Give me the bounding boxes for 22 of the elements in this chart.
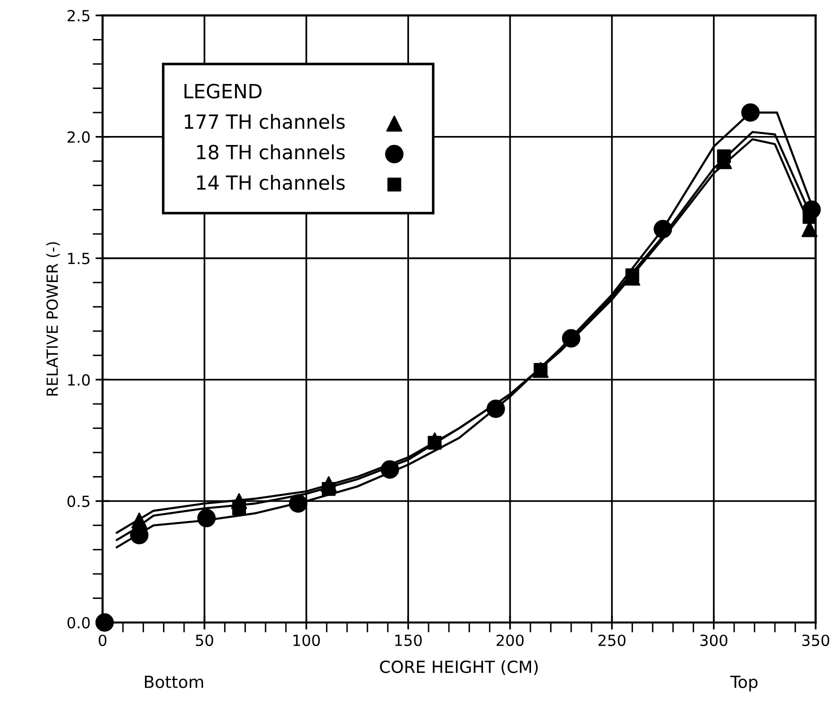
x-tick-label: 200 bbox=[496, 634, 524, 646]
legend-label: 177 TH channels bbox=[184, 114, 345, 129]
x-tick-label: 150 bbox=[395, 634, 422, 646]
x-tick-label: 100 bbox=[293, 634, 320, 646]
text: Bottom bbox=[144, 676, 204, 688]
x-tick-label: 300 bbox=[700, 634, 728, 646]
y-tick-label: 2.5 bbox=[68, 10, 90, 22]
x-tick-label: 350 bbox=[802, 634, 830, 646]
legend-label: 18 TH channels bbox=[197, 144, 345, 160]
text: Top bbox=[730, 676, 758, 692]
y-tick-label: 0.5 bbox=[67, 496, 90, 508]
y-tick-label: 2.0 bbox=[68, 131, 90, 143]
x-tick-label: 50 bbox=[196, 634, 214, 646]
x-axis-title: CORE HEIGHT (CM) bbox=[380, 660, 538, 676]
y-tick-label: 0.0 bbox=[67, 616, 90, 629]
legend-title: LEGEND bbox=[184, 84, 262, 98]
legend-label: 14 TH channels bbox=[197, 174, 345, 190]
y-tick-label: 1.5 bbox=[68, 252, 90, 264]
y-tick-label: 1.0 bbox=[68, 374, 90, 386]
x-tick-label: 0 bbox=[98, 634, 106, 646]
y-axis-title: RELATIVE POWER (-) bbox=[46, 242, 60, 396]
x-tick-label: 250 bbox=[598, 634, 626, 646]
